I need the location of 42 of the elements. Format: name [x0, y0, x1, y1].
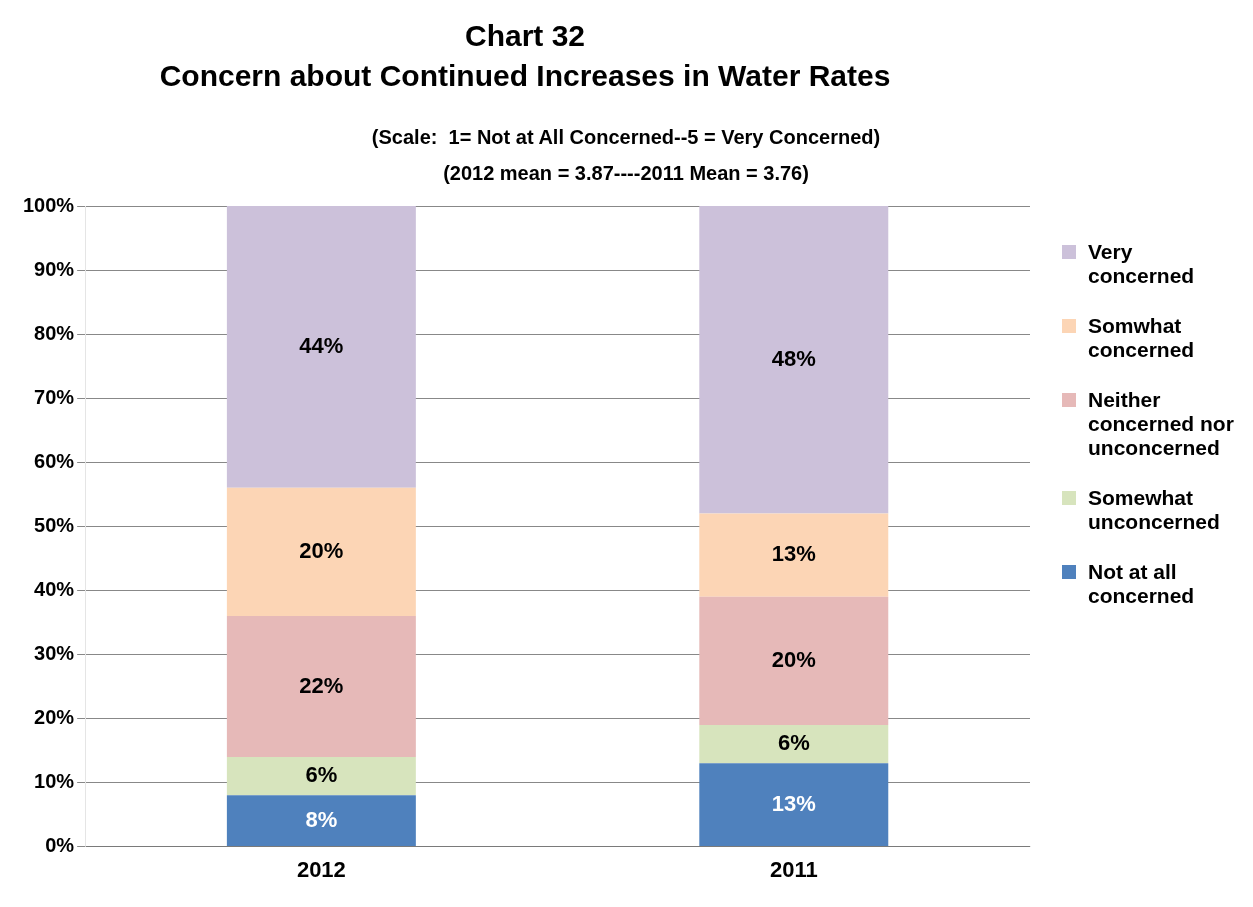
text: (Scale: 1= Not at All Concerned--5 = Very Concerned)	[371, 125, 881, 148]
y-tick-label: 90%	[34, 257, 75, 280]
y-tick-label: 10%	[34, 770, 75, 793]
bar	[699, 513, 889, 597]
legend-label: Neither concerned nor unconcerned	[1088, 388, 1235, 460]
y-tick-label: 70%	[34, 385, 75, 408]
x-tick-label: 2012	[296, 856, 346, 882]
data-label: 6%	[305, 762, 338, 788]
x-tick-label: 2011	[769, 856, 818, 882]
legend-label: Very concerned	[1088, 240, 1196, 288]
y-tick-label: 20%	[34, 706, 75, 728]
chart-subtitle: Concern about Continued Increases in Water Rates	[159, 59, 891, 93]
y-tick-label: 60%	[34, 449, 75, 472]
y-tick-label: 50%	[34, 513, 75, 536]
bar	[699, 763, 889, 847]
chart-title: Chart 32	[464, 19, 586, 53]
bar	[699, 724, 889, 764]
data-label: 48%	[771, 345, 816, 371]
legend-label: Somwhat concerned	[1088, 314, 1196, 362]
text: (2012 mean = 3.87----2011 Mean = 3.76)	[443, 161, 809, 184]
y-tick-label: 80%	[34, 321, 75, 344]
data-label: 20%	[771, 646, 816, 672]
y-tick-label: 30%	[34, 641, 75, 664]
bar	[226, 756, 416, 796]
bar	[226, 487, 416, 616]
data-label: 8%	[305, 806, 338, 832]
data-label: 20%	[299, 537, 344, 563]
bar	[226, 615, 416, 757]
y-tick-label: 0%	[45, 834, 75, 857]
legend-label: Not at all concerned	[1088, 560, 1196, 608]
y-tick-label: 40%	[34, 577, 75, 600]
bar	[699, 206, 889, 514]
data-label: 44%	[299, 332, 344, 358]
y-tick-label: 100%	[23, 193, 75, 216]
bar	[226, 795, 416, 847]
legend-label: Somewhat unconcerned	[1088, 486, 1221, 534]
bar	[226, 206, 416, 488]
data-label: 6%	[777, 730, 810, 756]
data-label: 22%	[299, 672, 344, 698]
data-label: 13%	[771, 541, 816, 567]
bar	[699, 596, 889, 725]
data-label: 13%	[771, 790, 816, 816]
